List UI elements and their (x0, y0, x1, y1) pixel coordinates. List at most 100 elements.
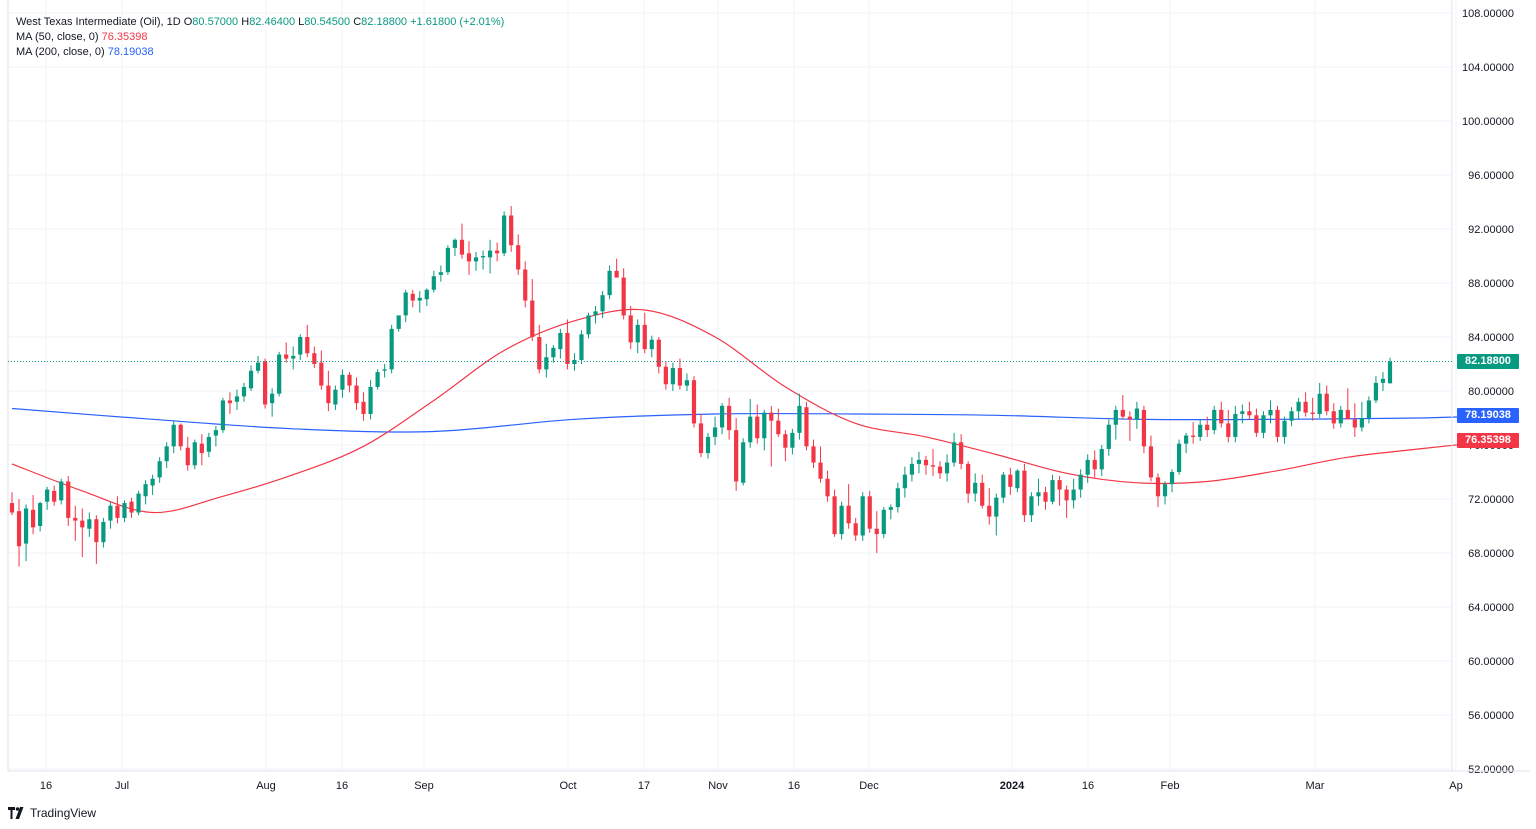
candle-body-down (642, 324, 647, 350)
close-label: C (353, 16, 362, 28)
close-value: 82.18800 (361, 16, 408, 28)
chart-legend: West Texas Intermediate (Oil), 1D O80.57… (16, 15, 504, 60)
candle-body-up (1366, 400, 1372, 418)
candle-body-up (944, 462, 950, 474)
candle-body-up (241, 386, 247, 397)
candle-body-up (1338, 409, 1343, 424)
candle-body-up (220, 400, 226, 431)
candle-body-down (804, 407, 809, 447)
candle-body-up (206, 436, 211, 452)
last-price-tag: 82.18800 (1457, 353, 1519, 369)
candle-body-up (1015, 470, 1020, 489)
candle-body-up (1380, 378, 1386, 383)
candle-body-down (874, 528, 879, 535)
ma200-legend-row[interactable]: MA (200, close, 0) 78.19038 (16, 45, 504, 60)
candle-body-down (284, 354, 289, 359)
candle-body-down (663, 366, 668, 385)
candlestick-series (9, 206, 1393, 567)
candle-body-down (846, 505, 851, 524)
candle-body-down (565, 332, 570, 364)
x-tick-label: Dec (859, 780, 879, 792)
y-tick-label: 56.00000 (1468, 710, 1514, 722)
candle-body-up (234, 396, 240, 402)
candle-body-up (1029, 496, 1034, 516)
candle-body-down (867, 496, 872, 529)
candle-body-up (994, 497, 999, 517)
y-tick-label: 92.00000 (1468, 224, 1514, 236)
candle-body-down (621, 277, 626, 316)
candle-body-down (263, 361, 268, 405)
candle-body-down (987, 505, 992, 517)
ma50-line (11, 308, 1503, 514)
candle-body-up (487, 250, 493, 258)
open-label: O (183, 16, 193, 28)
candle-body-up (298, 337, 303, 355)
candle-body-up (473, 257, 479, 262)
candle-body-up (270, 393, 275, 404)
candle-body-down (94, 519, 99, 543)
candle-body-down (1148, 446, 1154, 478)
candle-body-down (347, 374, 352, 386)
candle-body-up (1261, 415, 1266, 433)
candle-body-up (790, 432, 795, 448)
candle-body-down (691, 380, 697, 424)
x-tick-label: Aug (256, 780, 276, 792)
x-tick-label: 2024 (1000, 780, 1025, 792)
candle-body-down (1064, 489, 1069, 501)
candle-body-up (888, 507, 893, 510)
candle-body-down (361, 401, 366, 414)
candle-body-down (769, 412, 774, 421)
candle-body-down (776, 420, 781, 435)
tradingview-logo[interactable]: TradingView (8, 805, 96, 821)
y-tick-label: 96.00000 (1468, 170, 1514, 182)
candle-body-down (1008, 474, 1013, 487)
y-tick-label: 52.00000 (1468, 764, 1514, 776)
candle-body-down (614, 270, 619, 278)
candle-body-down (466, 253, 472, 262)
change-value: +1.61800 (+2.01%) (410, 16, 505, 28)
candle-body-up (586, 315, 591, 335)
candle-body-up (438, 272, 443, 275)
candle-body-up (192, 442, 197, 466)
candle-body-up (797, 405, 802, 433)
candle-body-up (213, 430, 218, 436)
candle-body-down (1247, 411, 1252, 416)
high-value: 82.46400 (249, 16, 296, 28)
candle-body-up (1282, 420, 1287, 437)
candle-body-up (762, 412, 767, 439)
candle-body-up (952, 442, 957, 463)
candle-body-down (930, 465, 936, 467)
y-tick-label: 72.00000 (1468, 494, 1514, 506)
ma200-label: MA (200, close, 0) (16, 46, 105, 58)
candle-body-up (277, 354, 282, 394)
candle-body-down (1324, 393, 1329, 412)
ma50-legend-row[interactable]: MA (50, close, 0) 76.35398 (16, 30, 504, 45)
candle-body-up (1176, 443, 1182, 472)
candle-body-up (1296, 401, 1301, 412)
candle-body-up (1387, 361, 1393, 384)
candle-body-down (980, 482, 985, 506)
candle-body-up (1078, 474, 1083, 490)
candle-body-up (122, 503, 127, 518)
candle-body-up (1085, 459, 1090, 475)
candle-body-up (1198, 424, 1203, 437)
candle-body-down (832, 496, 837, 535)
candle-body-up (150, 478, 155, 486)
candle-body-up (445, 247, 450, 273)
candle-body-down (959, 442, 964, 464)
candle-body-down (1345, 409, 1350, 420)
x-tick-label: Ap (1449, 780, 1462, 792)
candle-body-down (1303, 401, 1308, 413)
high-label: H (241, 16, 250, 28)
candle-body-down (52, 490, 57, 502)
candle-body-up (684, 380, 690, 386)
low-value: 80.54500 (304, 16, 351, 28)
candle-body-up (1373, 382, 1379, 401)
candle-body-down (923, 459, 929, 466)
symbol-title: West Texas Intermediate (Oil), 1D (16, 16, 181, 28)
candle-body-down (312, 353, 317, 364)
candle-body-down (1219, 409, 1224, 424)
candle-body-up (340, 374, 345, 390)
candle-body-up (382, 369, 387, 371)
